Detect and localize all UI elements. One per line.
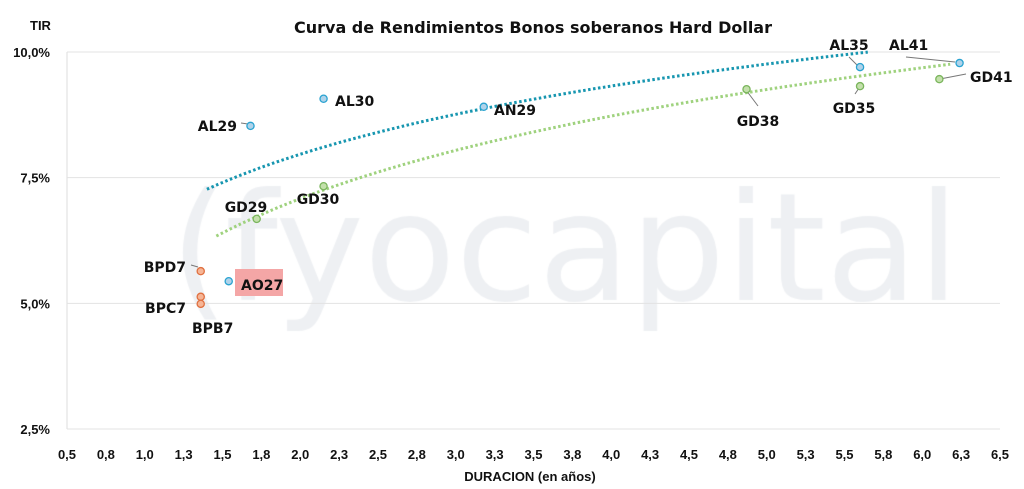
data-point-al35 (855, 62, 865, 72)
x-tick-label: 4,5 (680, 447, 698, 462)
x-tick-label: 6,3 (952, 447, 970, 462)
x-tick-label: 5,0 (758, 447, 776, 462)
data-point-an29 (479, 102, 488, 112)
data-label: GD29 (225, 200, 268, 216)
data-point-al30 (319, 94, 328, 103)
y-tick-label: 2,5% (20, 422, 50, 437)
data-label: AL35 (829, 38, 868, 54)
x-tick-label: 1,8 (252, 447, 270, 462)
x-tick-label: 5,8 (874, 447, 892, 462)
data-point-al29 (246, 121, 255, 131)
data-label: AN29 (494, 103, 536, 119)
x-tick-label: 2,0 (291, 447, 309, 462)
data-label: AL30 (335, 94, 374, 110)
data-point-bpd7 (196, 266, 205, 276)
data-label: BPB7 (192, 321, 233, 337)
x-tick-label: 2,5 (369, 447, 387, 462)
data-point-bpb7 (196, 299, 205, 309)
data-point-gd29 (252, 214, 261, 224)
data-point-bpc7 (196, 292, 205, 302)
leader-line (848, 56, 858, 66)
x-axis-title: DURACION (en años) (464, 469, 595, 484)
x-tick-label: 4,8 (719, 447, 737, 462)
x-tick-label: 1,5 (213, 447, 231, 462)
data-label: AL29 (198, 119, 237, 135)
data-label: GD38 (737, 114, 780, 130)
x-tick-label: 6,5 (991, 447, 1009, 462)
x-tick-label: 1,0 (136, 447, 154, 462)
data-point-al41 (955, 58, 964, 68)
data-point-ao27 (224, 276, 233, 286)
chart-title: Curva de Rendimientos Bonos soberanos Ha… (294, 18, 772, 37)
data-label: GD41 (970, 70, 1013, 86)
x-tick-label: 3,8 (563, 447, 581, 462)
data-point-gd30 (319, 181, 328, 191)
leader-line (939, 73, 967, 80)
y-tick-label: 5,0% (20, 296, 50, 311)
x-tick-label: 1,3 (175, 447, 193, 462)
y-tick-label: 10,0% (13, 45, 50, 60)
data-point-gd38 (742, 84, 751, 94)
data-label: GD30 (297, 192, 340, 208)
x-tick-label: 0,5 (58, 447, 76, 462)
x-tick-label: 5,3 (797, 447, 815, 462)
data-label: AL41 (889, 38, 928, 54)
x-tick-label: 0,8 (97, 447, 115, 462)
trendline-gd (215, 62, 951, 238)
data-label: GD35 (833, 101, 876, 117)
x-tick-label: 5,5 (835, 447, 853, 462)
x-tick-label: 2,3 (330, 447, 348, 462)
trendline-al (206, 50, 868, 191)
leader-line (190, 264, 199, 268)
data-label: BPD7 (144, 260, 186, 276)
y-tick-label: 7,5% (20, 171, 50, 186)
y-axis-title: TIR (30, 18, 52, 33)
x-tick-label: 2,8 (408, 447, 426, 462)
leader-line (905, 56, 956, 63)
x-tick-label: 3,0 (447, 447, 465, 462)
data-label: BPC7 (145, 301, 186, 317)
x-tick-label: 6,0 (913, 447, 931, 462)
x-tick-label: 4,3 (641, 447, 659, 462)
data-label: AO27 (241, 278, 283, 294)
x-tick-label: 4,0 (602, 447, 620, 462)
data-point-gd35 (855, 81, 865, 91)
x-tick-label: 3,3 (486, 447, 504, 462)
highlight-box (235, 269, 283, 296)
x-tick-label: 3,5 (524, 447, 542, 462)
data-point-gd41 (935, 74, 944, 84)
